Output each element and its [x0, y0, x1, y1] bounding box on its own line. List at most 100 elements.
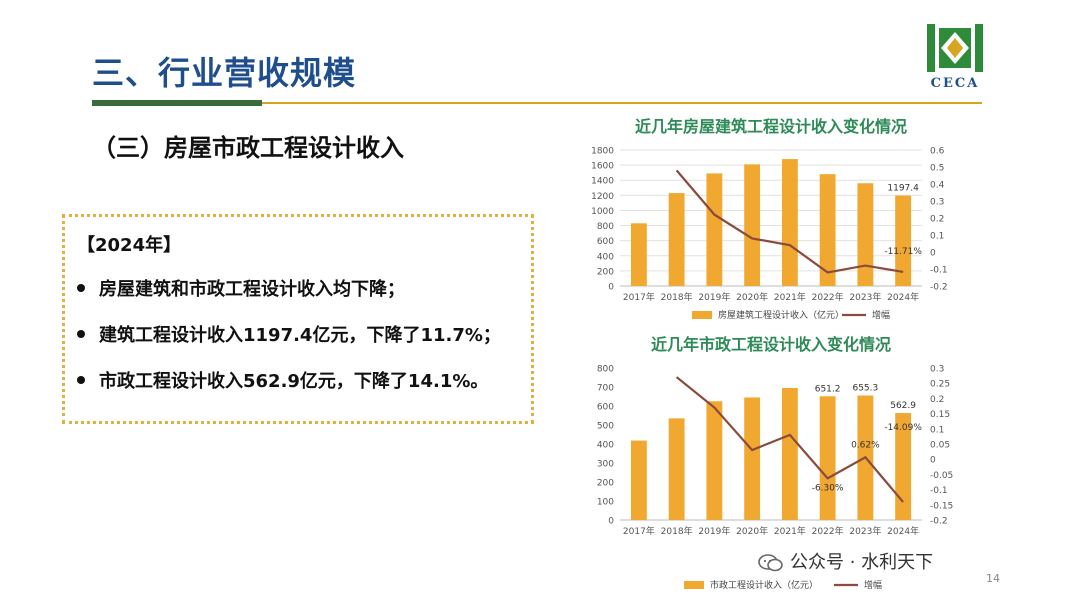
chart-title: 近几年房屋建筑工程设计收入变化情况	[635, 117, 907, 136]
y-tick-label-left: 1000	[591, 207, 614, 217]
growth-line	[675, 376, 904, 503]
y-tick-label-right: 0.6	[930, 147, 945, 157]
x-tick-label: 2017年	[623, 291, 655, 303]
ceca-logo: CECA	[925, 22, 985, 92]
chart-title: 近几年市政工程设计收入变化情况	[651, 335, 891, 354]
y-tick-label-left: 800	[597, 365, 614, 375]
page-number: 14	[986, 572, 1000, 585]
legend-label-line: 增幅	[864, 579, 882, 591]
x-tick-label: 2020年	[736, 525, 768, 537]
bar	[706, 401, 723, 520]
y-tick-label-left: 200	[597, 267, 614, 277]
y-tick-label-right: -0.2	[930, 283, 948, 293]
summary-bullet: 房屋建筑和市政工程设计收入均下降；	[77, 275, 405, 301]
bar	[630, 223, 647, 286]
summary-bullet: 建筑工程设计收入1197.4亿元，下降了11.7%；	[77, 321, 501, 347]
y-tick-label-right: 0.15	[930, 410, 950, 420]
summary-box: 【2024年】 房屋建筑和市政工程设计收入均下降； 建筑工程设计收入1197.4…	[62, 214, 534, 424]
municipal-design-revenue-chart: 近几年市政工程设计收入变化情况 0 100 200 300 400 500 600 700 800…	[597, 335, 953, 591]
ceca-logo-mark	[927, 24, 983, 72]
x-tick-label: 2020年	[736, 291, 768, 303]
legend-swatch-bar	[692, 311, 712, 319]
y-tick-label-left: 500	[597, 422, 614, 432]
bullet-dot-icon	[77, 330, 85, 338]
x-tick-label: 2024年	[887, 525, 919, 537]
watermark-text: 公众号 · 水利天下	[790, 552, 934, 573]
y-tick-label-left: 700	[597, 384, 614, 394]
x-tick-label: 2024年	[887, 291, 919, 303]
section-subtitle: （三）房屋市政工程设计收入	[92, 134, 404, 162]
bar	[706, 173, 723, 286]
x-tick-label: 2022年	[812, 525, 844, 537]
wechat-icon	[758, 554, 783, 572]
data-label: -6.30%	[812, 483, 844, 493]
y-tick-label-left: 1800	[591, 147, 614, 157]
bar	[781, 387, 798, 520]
bar	[819, 174, 836, 286]
bar	[744, 397, 761, 520]
y-tick-label-left: 600	[597, 237, 614, 247]
data-label: 1197.4	[887, 184, 919, 194]
y-tick-label-left: 400	[597, 441, 614, 451]
bar	[781, 159, 798, 286]
y-tick-label-left: 1200	[591, 192, 614, 202]
y-tick-label-right: 0.2	[930, 215, 944, 225]
x-tick-label: 2021年	[774, 291, 806, 303]
x-tick-label: 2019年	[698, 525, 730, 537]
legend-swatch-bar	[684, 581, 704, 589]
bullet-dot-icon	[77, 284, 85, 292]
slide-title: 三、行业营收规模	[92, 54, 357, 92]
x-tick-label: 2023年	[849, 525, 881, 537]
bar	[895, 413, 912, 520]
x-tick-label: 2021年	[774, 525, 806, 537]
y-tick-label-right: 0.1	[930, 425, 944, 435]
y-tick-label-right: 0.3	[930, 198, 944, 208]
y-tick-label-right: -0.05	[930, 471, 953, 481]
x-tick-label: 2018年	[661, 291, 693, 303]
bar	[744, 164, 761, 286]
x-tick-label: 2017年	[623, 525, 655, 537]
watermark: 公众号 · 水利天下	[758, 548, 933, 574]
y-tick-label-right: 0.05	[930, 441, 950, 451]
bullet-dot-icon	[77, 376, 85, 384]
y-tick-label-right: -0.2	[930, 517, 948, 527]
growth-line	[675, 169, 904, 274]
legend-label-bar: 房屋建筑工程设计收入（亿元）	[718, 309, 844, 321]
y-tick-label-left: 1600	[591, 162, 614, 172]
data-label: 655.3	[852, 383, 878, 393]
title-underline-green	[92, 100, 262, 106]
summary-bullet: 市政工程设计收入562.9亿元，下降了14.1%。	[77, 367, 488, 393]
y-tick-label-right: 0.3	[930, 365, 944, 375]
y-tick-label-right: 0	[930, 456, 936, 466]
data-label: 0.62%	[851, 440, 880, 450]
data-label: 651.2	[815, 384, 841, 394]
y-tick-label-left: 800	[597, 222, 614, 232]
y-tick-label-left: 200	[597, 479, 614, 489]
summary-bullet-text: 市政工程设计收入562.9亿元，下降了14.1%。	[99, 371, 489, 392]
data-label: -14.09%	[884, 423, 922, 433]
y-tick-label-right: 0.2	[930, 395, 944, 405]
legend-label-line: 增幅	[872, 309, 890, 321]
y-tick-label-left: 1400	[591, 177, 614, 187]
bar	[630, 440, 647, 520]
x-tick-label: 2018年	[661, 525, 693, 537]
data-label: -11.71%	[884, 247, 922, 257]
y-tick-label-left: 300	[597, 460, 614, 470]
y-tick-label-right: 0.5	[930, 164, 944, 174]
y-tick-label-right: 0.25	[930, 380, 950, 390]
building-design-revenue-chart: 近几年房屋建筑工程设计收入变化情况 0 200 400 600 800 1000 1200 14…	[591, 117, 948, 321]
y-tick-label-right: 0.4	[930, 181, 945, 191]
bar	[819, 396, 836, 520]
y-tick-label-left: 100	[597, 498, 614, 508]
y-tick-label-left: 400	[597, 252, 614, 262]
logo-text: CECA	[930, 76, 980, 91]
x-tick-label: 2022年	[812, 291, 844, 303]
summary-bullet-text: 建筑工程设计收入1197.4亿元，下降了11.7%；	[99, 325, 501, 346]
y-tick-label-left: 0	[608, 283, 614, 293]
y-tick-label-right: 0	[930, 249, 936, 259]
y-tick-label-right: -0.1	[930, 486, 948, 496]
bar	[895, 195, 912, 286]
y-tick-label-left: 0	[608, 517, 614, 527]
data-label: 562.9	[890, 401, 916, 411]
title-underline-gold	[262, 102, 982, 104]
